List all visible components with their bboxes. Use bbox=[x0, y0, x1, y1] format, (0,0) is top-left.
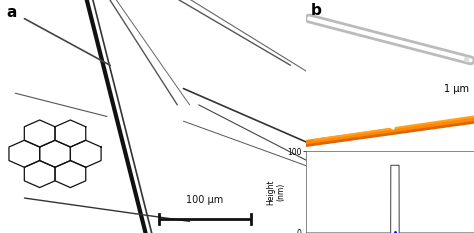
Text: a: a bbox=[6, 5, 17, 20]
Text: 1 μm: 1 μm bbox=[444, 84, 469, 93]
Text: b: b bbox=[311, 3, 322, 17]
Text: c: c bbox=[311, 95, 320, 110]
Text: 100 μm: 100 μm bbox=[186, 195, 223, 205]
Y-axis label: Height
(nm): Height (nm) bbox=[266, 179, 286, 205]
